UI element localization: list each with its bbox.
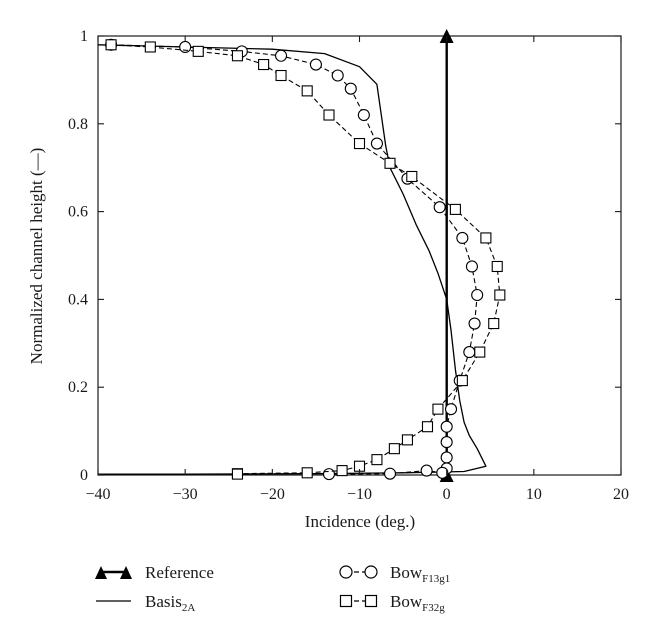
legend-bow-f32g-marker-left	[339, 594, 353, 608]
data-point	[144, 41, 156, 53]
series-line	[97, 44, 487, 475]
y-ticks: 0 0.2 0.4 0.6 0.8 1	[68, 28, 621, 484]
data-point	[440, 436, 453, 449]
legend-reference-label: Reference	[145, 563, 214, 582]
y-tick-label: 0.4	[68, 291, 88, 308]
legend-bow-f13g1-marker-left	[339, 565, 353, 579]
data-point	[401, 434, 413, 446]
legend-entry-bow-f13g1: BowF13g1	[339, 563, 450, 585]
data-point	[456, 231, 469, 244]
data-point	[309, 58, 322, 71]
legend-basis-subscript: 2A	[182, 602, 196, 614]
legend-bow-f32g-subscript: F32g	[422, 602, 445, 614]
series-3	[105, 39, 506, 480]
data-point	[432, 403, 444, 415]
data-point	[179, 40, 192, 54]
series-line	[111, 44, 501, 475]
y-tick-label: 1	[80, 28, 88, 45]
data-point	[384, 157, 396, 169]
data-point	[323, 109, 335, 121]
data-point	[420, 464, 433, 477]
data-point	[301, 85, 313, 97]
data-point	[421, 421, 434, 433]
x-ticks: −40 −30 −20 −10 0 10 20	[85, 36, 629, 503]
data-point	[353, 138, 366, 150]
series-layer	[97, 29, 506, 482]
legend-bow-f32g-name: Bow	[390, 592, 423, 611]
data-point	[449, 203, 461, 215]
data-point	[357, 108, 370, 122]
legend-reference-marker-right	[120, 566, 132, 579]
legend-basis-name: Basis	[145, 592, 182, 611]
data-point	[406, 170, 418, 183]
data-point	[258, 58, 270, 71]
legend-entry-reference: Reference	[95, 563, 214, 582]
data-point	[322, 468, 336, 481]
legend-bow-f13g1-label: BowF13g1	[390, 563, 450, 585]
data-point	[383, 467, 397, 480]
data-point	[436, 466, 449, 479]
x-axis-label: Incidence (deg.)	[305, 512, 415, 531]
data-point	[444, 403, 458, 416]
data-point	[105, 39, 117, 51]
data-point	[331, 69, 344, 82]
data-point	[344, 82, 357, 95]
data-point	[480, 232, 492, 244]
data-point	[456, 375, 468, 387]
y-axis-label: Normalized channel height (—)	[27, 148, 46, 365]
legend: Reference Basis2A BowF13g1 BowF32g	[95, 563, 450, 614]
x-tick-label: −10	[347, 486, 372, 503]
data-point	[370, 137, 383, 150]
data-point	[440, 451, 453, 464]
data-point	[468, 317, 481, 330]
x-tick-label: 0	[443, 486, 451, 503]
data-point	[231, 468, 244, 480]
data-point	[494, 289, 506, 301]
legend-entry-bow-f32g: BowF32g	[339, 592, 445, 614]
legend-bow-f32g-marker-right	[364, 594, 378, 608]
legend-bow-f13g1-marker-right	[364, 565, 378, 579]
legend-reference-marker-left	[95, 566, 107, 579]
data-point	[388, 443, 400, 455]
series-2	[105, 38, 484, 481]
y-tick-label: 0.8	[68, 116, 88, 133]
data-point	[488, 317, 500, 330]
x-tick-label: −20	[260, 486, 285, 503]
y-tick-label: 0	[80, 467, 88, 484]
data-point	[463, 346, 476, 359]
x-tick-label: 20	[613, 486, 629, 503]
x-tick-label: −30	[173, 486, 198, 503]
data-point	[192, 45, 204, 57]
plot-area: −40 −30 −20 −10 0 10 20 0 0.2 0.4 0.6 0.8 1	[68, 28, 629, 503]
x-tick-label: 10	[526, 486, 542, 503]
legend-basis-label: Basis2A	[145, 592, 195, 614]
data-point	[231, 50, 244, 62]
data-point	[471, 288, 484, 302]
legend-bow-f13g1-name: Bow	[390, 563, 423, 582]
series-1	[97, 44, 487, 475]
legend-bow-f32g-label: BowF32g	[390, 592, 445, 614]
x-tick-label: −40	[85, 486, 110, 503]
data-point	[301, 467, 313, 479]
legend-entry-basis: Basis2A	[96, 592, 195, 614]
legend-bow-f13g1-subscript: F13g1	[422, 573, 450, 585]
series-line	[111, 44, 478, 475]
data-point	[433, 201, 446, 214]
plot-frame	[97, 35, 622, 476]
data-point	[440, 420, 453, 433]
data-point	[275, 69, 287, 82]
data-point	[474, 346, 486, 358]
data-point	[274, 49, 288, 62]
y-tick-label: 0.2	[68, 379, 88, 396]
y-tick-label: 0.6	[68, 204, 88, 221]
data-point	[491, 260, 503, 273]
data-point	[371, 454, 383, 466]
data-point	[336, 465, 348, 477]
data-point	[465, 260, 478, 273]
